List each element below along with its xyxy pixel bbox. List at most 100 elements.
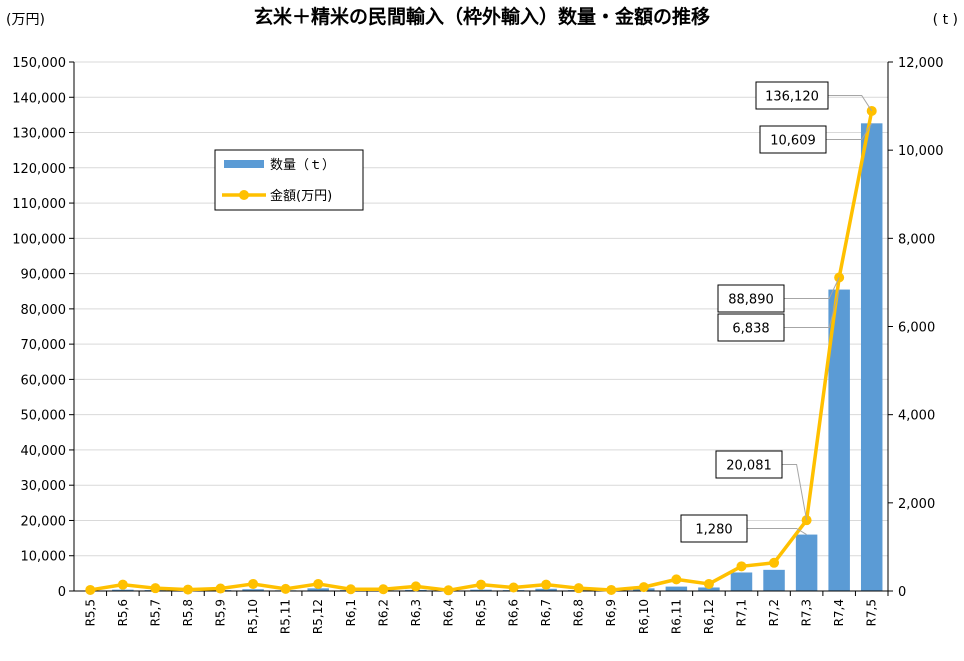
left-tick-label: 10,000 <box>21 550 67 565</box>
left-tick-label: 0 <box>58 585 66 600</box>
amount-point <box>736 561 747 572</box>
amount-point <box>280 583 291 594</box>
gridlines <box>74 61 888 557</box>
x-tick-label: R6,10 <box>637 599 651 634</box>
bar <box>307 588 329 591</box>
x-tick-label: R5,8 <box>181 599 195 626</box>
left-tick-label: 50,000 <box>21 409 67 424</box>
x-tick-label: R6,2 <box>376 599 390 626</box>
callout-label: 88,890 <box>728 293 774 308</box>
legend-amount-label: 金額(万円) <box>270 188 332 204</box>
x-tick-label: R7,5 <box>865 599 879 626</box>
right-tick-label: 12,000 <box>898 56 944 71</box>
callout-leader <box>784 277 840 299</box>
amount-point <box>476 579 486 590</box>
amount-point <box>345 584 356 595</box>
amount-point <box>410 581 421 592</box>
left-tick-label: 70,000 <box>21 338 67 353</box>
callout-box <box>717 313 785 342</box>
callout-leader <box>782 464 808 521</box>
amount-point <box>248 578 259 589</box>
x-tick-label: R5,11 <box>279 599 293 634</box>
bar <box>698 587 720 591</box>
bar <box>795 534 818 591</box>
callout-box <box>680 514 748 543</box>
x-tick-label: R6,11 <box>669 599 683 634</box>
bar <box>730 572 753 591</box>
x-tick-label: R7,2 <box>767 599 781 626</box>
callout-leader <box>828 95 873 112</box>
bar <box>535 588 557 591</box>
x-tick-label: R6,7 <box>539 599 553 626</box>
callout-box <box>755 81 829 110</box>
callout-label: 1,280 <box>695 523 732 538</box>
amount-point <box>541 579 552 590</box>
left-tick-label: 80,000 <box>21 303 67 318</box>
x-tick-label: R5,5 <box>83 599 97 626</box>
callout-label: 6,838 <box>732 322 769 337</box>
left-axis-unit: (万円) <box>6 12 45 28</box>
left-tick-label: 140,000 <box>12 91 66 106</box>
x-tick-label: R6,1 <box>344 599 358 626</box>
left-tick-label: 100,000 <box>12 232 66 247</box>
left-tick-label: 60,000 <box>21 373 67 388</box>
callout-box <box>717 284 785 313</box>
callout-leader <box>747 528 807 536</box>
x-tick-label: R6,5 <box>474 599 488 626</box>
x-tick-label: R5,6 <box>116 599 130 626</box>
x-tick-label: R7,3 <box>800 599 814 626</box>
bar <box>665 586 688 591</box>
x-tick-label: R5,10 <box>246 599 260 634</box>
left-tick-label: 110,000 <box>12 197 66 212</box>
bar-series <box>79 123 883 591</box>
x-tick-label: R7,4 <box>832 599 846 626</box>
bar <box>470 589 492 591</box>
bar <box>828 289 850 591</box>
bar <box>242 589 264 591</box>
right-tick-label: 8,000 <box>898 232 935 247</box>
bar <box>860 123 883 591</box>
callout-leader <box>826 123 873 140</box>
amount-point <box>117 579 128 590</box>
left-tick-label: 90,000 <box>21 268 67 283</box>
x-tick-label: R5,12 <box>311 599 325 634</box>
bar <box>763 569 785 591</box>
callout-leader <box>784 289 840 328</box>
amount-point <box>508 582 519 593</box>
axes: 0 10,000 20,000 30,000 40,000 50,000 60,000 70,… <box>12 56 943 634</box>
callouts: 1,280 20,081 6,838 88,890 10,609 136,120 <box>680 81 873 543</box>
amount-point <box>150 583 161 594</box>
right-axis-unit: ( t ) <box>933 12 958 28</box>
x-tick-label: R7,1 <box>734 599 748 626</box>
left-tick-label: 150,000 <box>12 56 66 71</box>
right-tick-label: 2,000 <box>898 497 935 512</box>
chart-title: 玄米＋精米の民間輸入（枠外輸入）数量・金額の推移 <box>254 5 710 28</box>
amount-point <box>443 585 454 596</box>
line-series <box>85 105 877 596</box>
amount-point <box>85 584 96 595</box>
right-tick-label: 0 <box>898 585 906 600</box>
amount-line <box>89 110 874 593</box>
amount-point <box>378 584 389 595</box>
right-tick-label: 10,000 <box>898 144 944 159</box>
left-tick-label: 130,000 <box>12 127 66 142</box>
amount-point <box>638 582 649 593</box>
legend-bar-swatch <box>224 160 264 168</box>
legend-quantity-label: 数量（ｔ） <box>270 158 335 173</box>
x-tick-label: R6,6 <box>507 599 521 626</box>
amount-point <box>769 557 780 568</box>
x-tick-label: R6,9 <box>604 599 618 626</box>
callout-label: 10,609 <box>770 134 816 149</box>
left-tick-label: 40,000 <box>21 444 67 459</box>
amount-point <box>671 574 682 585</box>
amount-point <box>215 583 226 594</box>
bar <box>112 589 134 591</box>
amount-point <box>182 584 193 595</box>
legend: 数量（ｔ） 金額(万円) <box>214 149 364 211</box>
callout-label: 20,081 <box>726 459 772 474</box>
right-tick-label: 4,000 <box>898 409 935 424</box>
callout-box <box>759 125 827 154</box>
left-tick-label: 30,000 <box>21 479 67 494</box>
right-tick-label: 6,000 <box>898 321 935 336</box>
